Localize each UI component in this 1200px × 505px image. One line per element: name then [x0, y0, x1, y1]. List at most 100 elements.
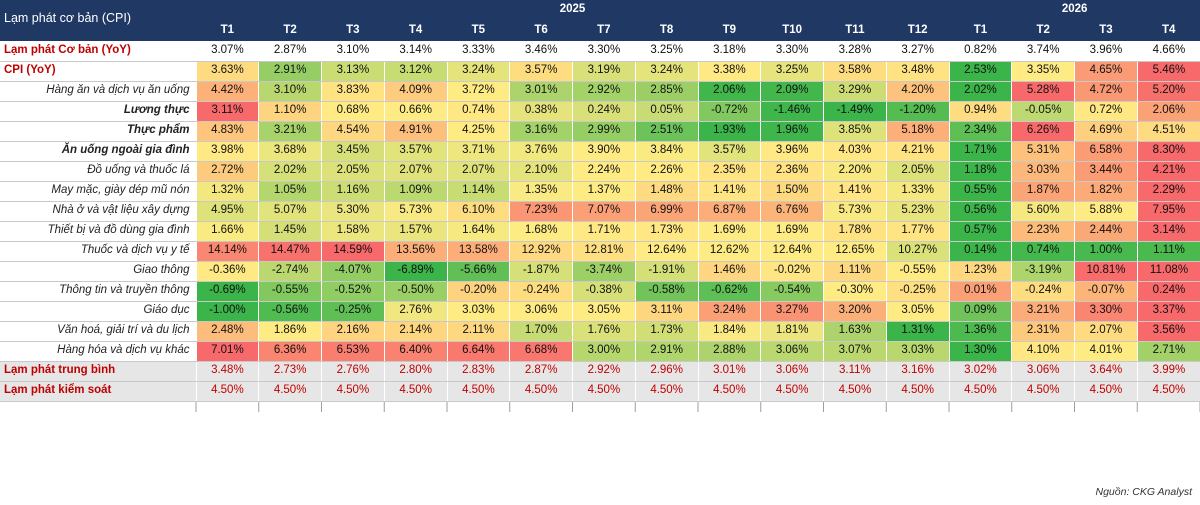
value-cell: 4.50%	[634, 381, 698, 402]
value-cell: 1.58%	[321, 221, 385, 242]
value-cell: 3.63%	[195, 61, 259, 82]
value-cell: 2.10%	[509, 161, 573, 182]
value-cell: 3.05%	[885, 301, 950, 322]
value-cell: -0.25%	[321, 301, 385, 322]
value-cell: 3.35%	[1011, 61, 1075, 82]
value-cell: 1.87%	[1011, 181, 1075, 202]
value-cell: 14.59%	[321, 241, 385, 262]
value-cell: 1.35%	[509, 181, 573, 202]
month-header: T12	[886, 20, 950, 41]
value-cell: 2.09%	[760, 81, 824, 102]
value-cell: 4.50%	[885, 381, 950, 402]
value-cell: -0.02%	[760, 261, 824, 282]
value-cell: 3.00%	[572, 341, 636, 362]
year-header-row: Lạm phát cơ bản (CPI) 2025 2026	[0, 0, 1200, 41]
value-cell: 3.16%	[509, 121, 573, 142]
value-cell: 3.01%	[697, 361, 761, 382]
value-cell: -1.00%	[195, 301, 259, 322]
value-cell: 1.71%	[572, 221, 636, 242]
row-label: Giáo dục	[0, 301, 196, 322]
value-cell: 3.07%	[195, 41, 259, 62]
value-cell: 3.06%	[760, 341, 824, 362]
value-cell: 1.33%	[885, 181, 950, 202]
value-cell: 1.84%	[697, 321, 761, 342]
value-cell: 4.50%	[572, 381, 636, 402]
value-cell: 3.48%	[195, 361, 259, 382]
value-cell: 0.24%	[572, 101, 636, 122]
value-cell: 2.48%	[195, 321, 259, 342]
value-cell: 4.72%	[1074, 81, 1138, 102]
value-cell: 2.72%	[195, 161, 259, 182]
value-cell: 3.24%	[446, 61, 510, 82]
value-cell: 1.09%	[383, 181, 447, 202]
value-cell: -0.07%	[1074, 281, 1138, 302]
value-cell: 3.37%	[1136, 301, 1200, 322]
value-cell: 3.11%	[195, 101, 259, 122]
value-cell: 1.37%	[572, 181, 636, 202]
value-cell: 2.14%	[383, 321, 447, 342]
row-label: Lạm phát Cơ bản (YoY)	[0, 41, 196, 62]
value-cell: 1.11%	[823, 261, 887, 282]
value-cell: 2.02%	[258, 161, 322, 182]
value-cell: 1.31%	[885, 321, 950, 342]
value-cell: 2.23%	[1011, 221, 1075, 242]
value-cell: 5.31%	[1011, 141, 1075, 162]
value-cell: 0.56%	[948, 201, 1012, 222]
value-cell: 3.68%	[258, 141, 322, 162]
value-cell: 1.18%	[948, 161, 1012, 182]
value-cell: 2.71%	[1136, 341, 1200, 362]
value-cell: 3.03%	[1011, 161, 1075, 182]
value-cell: 5.30%	[321, 201, 385, 222]
cpi-table: Lạm phát cơ bản (CPI) 2025 2026 T1 T2 T3 T4…	[0, 0, 1200, 402]
value-cell: 1.41%	[697, 181, 761, 202]
row-label: Thiết bị và đồ dùng gia đình	[0, 221, 196, 242]
value-cell: -0.54%	[760, 281, 824, 302]
table-row: Lạm phát kiểm soát 4.50% 4.50% 4.50% 4.50% 4.…	[0, 381, 1200, 402]
value-cell: 5.73%	[383, 201, 447, 222]
value-cell: 2.24%	[572, 161, 636, 182]
value-cell: 4.20%	[885, 81, 950, 102]
value-cell: 2.83%	[446, 361, 510, 382]
value-cell: 4.03%	[823, 141, 887, 162]
value-cell: 0.55%	[948, 181, 1012, 202]
value-cell: 3.38%	[697, 61, 761, 82]
month-header: T2	[1011, 20, 1075, 41]
value-cell: 12.64%	[760, 241, 824, 262]
value-cell: 0.74%	[1011, 241, 1075, 262]
value-cell: -0.55%	[258, 281, 322, 302]
value-cell: 1.70%	[509, 321, 573, 342]
value-cell: 3.30%	[572, 41, 636, 62]
value-cell: 5.18%	[885, 121, 950, 142]
value-cell: 2.96%	[634, 361, 698, 382]
value-cell: -0.72%	[697, 101, 761, 122]
value-cell: 2.16%	[321, 321, 385, 342]
value-cell: 1.73%	[634, 321, 698, 342]
value-cell: 6.58%	[1074, 141, 1138, 162]
value-cell: 3.44%	[1074, 161, 1138, 182]
value-cell: 0.38%	[509, 101, 573, 122]
value-cell: 5.73%	[823, 201, 887, 222]
value-cell: 1.41%	[823, 181, 887, 202]
value-cell: 2.73%	[258, 361, 322, 382]
value-cell: 4.50%	[760, 381, 824, 402]
value-cell: 2.34%	[948, 121, 1012, 142]
value-cell: 3.24%	[697, 301, 761, 322]
value-cell: 3.18%	[697, 41, 761, 62]
value-cell: 6.26%	[1011, 121, 1075, 142]
value-cell: -1.87%	[509, 261, 573, 282]
value-cell: 1.66%	[195, 221, 259, 242]
value-cell: 2.92%	[572, 361, 636, 382]
row-label: Hàng hóa và dịch vụ khác	[0, 341, 196, 362]
value-cell: -0.25%	[885, 281, 950, 302]
value-cell: 1.81%	[760, 321, 824, 342]
value-cell: -5.66%	[446, 261, 510, 282]
value-cell: 6.36%	[258, 341, 322, 362]
value-cell: 4.50%	[1136, 381, 1200, 402]
row-label: Hàng ăn và dịch vụ ăn uống	[0, 81, 196, 102]
column-tick-strip	[195, 402, 1200, 412]
value-cell: 2.11%	[446, 321, 510, 342]
value-cell: 3.06%	[509, 301, 573, 322]
table-row: Giao thông -0.36% -2.74% -4.07% -6.89% -5.66%…	[0, 261, 1200, 282]
value-cell: 1.64%	[446, 221, 510, 242]
row-label: Ăn uống ngoài gia đình	[0, 141, 196, 162]
